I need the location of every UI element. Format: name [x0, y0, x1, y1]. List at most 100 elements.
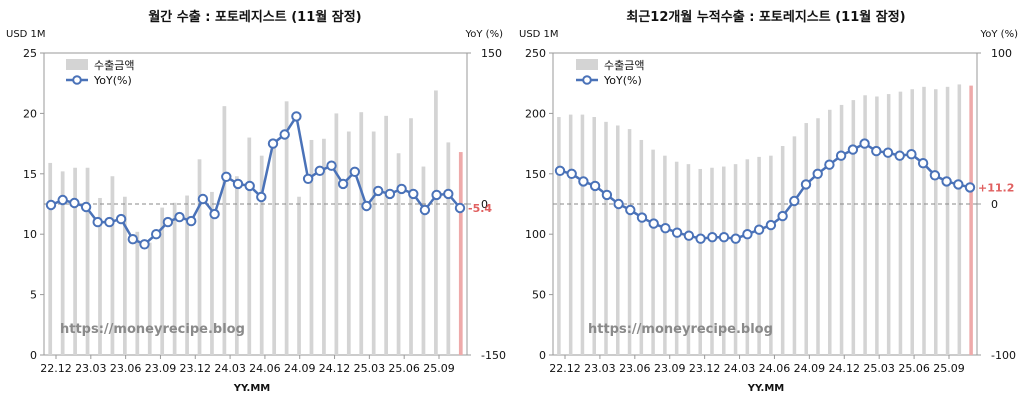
bar: [160, 207, 165, 355]
left-tick-label: 10: [23, 228, 37, 241]
yoy-point: [589, 180, 601, 192]
yoy-point: [648, 218, 659, 229]
x-tick-label: 23.06: [619, 362, 651, 375]
yoy-point: [57, 194, 68, 206]
legend-line-marker: [72, 75, 82, 85]
chart-title: 월간 수출 : 포토레지스트 (11월 잠정): [148, 9, 361, 25]
x-tick-label: 23.03: [584, 362, 616, 375]
legend-bar-swatch: [576, 59, 598, 70]
bar: [222, 106, 227, 356]
bar: [557, 117, 561, 356]
x-tick-label: 25.09: [933, 362, 965, 375]
bar: [359, 112, 364, 355]
bar: [945, 86, 950, 355]
yoy-point: [279, 129, 290, 140]
yoy-point: [267, 138, 279, 149]
yoy-point: [314, 165, 325, 177]
bar: [674, 161, 679, 355]
yoy-point: [396, 183, 407, 195]
yoy-point: [139, 239, 150, 250]
yoy-point: [244, 180, 255, 192]
left-axis-unit: USD 1M: [6, 29, 46, 40]
bar: [135, 231, 140, 355]
yoy-point: [554, 165, 566, 177]
yoy-point: [613, 198, 624, 210]
bar: [733, 164, 738, 355]
yoy-point: [789, 195, 800, 207]
yoy-point: [906, 149, 917, 160]
bar: [922, 86, 926, 355]
bar: [816, 118, 820, 355]
bar: [851, 100, 856, 355]
yoy-point: [718, 232, 730, 243]
right-tick-label: 100: [991, 47, 1012, 60]
bar: [346, 131, 351, 355]
legend-line-label: YoY(%): [603, 74, 642, 87]
bar: [48, 162, 53, 355]
x-tick-label: 23.12: [180, 362, 212, 375]
yoy-point: [127, 234, 139, 245]
yoy-point: [151, 229, 162, 240]
x-tick-label: 25.03: [354, 362, 386, 375]
right-tick-label: 0: [991, 198, 998, 211]
bar-latest: [969, 85, 973, 356]
x-tick-label: 23.06: [110, 362, 142, 375]
x-tick-label: 24.06: [759, 362, 791, 375]
bar: [172, 202, 177, 355]
yoy-point: [431, 189, 442, 201]
yoy-point: [941, 176, 952, 187]
latest-yoy-label: +11.2: [978, 181, 1014, 194]
yoy-point: [812, 168, 823, 180]
yoy-point: [777, 210, 788, 222]
bar: [910, 89, 914, 356]
yoy-point: [384, 188, 396, 200]
yoy-point: [197, 193, 209, 205]
bar: [580, 114, 585, 355]
yoy-point: [566, 168, 577, 180]
x-tick-label: 25.03: [863, 362, 895, 375]
left-tick-label: 5: [30, 289, 37, 302]
yoy-point: [753, 224, 765, 235]
bar: [98, 197, 102, 355]
yoy-point: [964, 182, 976, 193]
x-tick-label: 22.12: [40, 362, 72, 375]
x-tick-label: 25.09: [423, 362, 455, 375]
bar: [85, 167, 90, 355]
legend-line-marker: [582, 75, 592, 85]
bar: [828, 109, 832, 355]
latest-yoy-label: -5.4: [468, 202, 492, 215]
bar: [592, 117, 596, 356]
yoy-point: [578, 176, 589, 187]
bar: [334, 113, 339, 356]
yoy-point: [625, 204, 636, 216]
yoy-point: [221, 171, 232, 183]
x-tick-label: 24.09: [794, 362, 826, 375]
yoy-point: [917, 158, 929, 169]
bar: [259, 155, 264, 355]
right-tick-label: -100: [991, 349, 1016, 362]
yoy-point: [174, 211, 185, 223]
left-axis-unit: USD 1M: [519, 29, 559, 40]
x-tick-label: 23.12: [689, 362, 721, 375]
bar: [722, 166, 726, 355]
bar: [863, 95, 867, 355]
left-tick-label: 250: [525, 47, 546, 60]
yoy-point: [326, 160, 337, 171]
yoy-point: [765, 219, 777, 231]
bar: [616, 125, 620, 355]
yoy-point: [232, 178, 244, 190]
bar: [309, 139, 314, 355]
x-axis-label: YY.MM: [747, 383, 785, 394]
bar: [147, 242, 152, 355]
bar: [396, 153, 401, 355]
right-tick-label: 150: [481, 47, 502, 60]
bar: [898, 91, 903, 355]
yoy-point: [671, 227, 683, 238]
left-tick-label: 0: [539, 349, 546, 362]
bar: [322, 138, 326, 355]
bar: [197, 159, 202, 355]
bar: [934, 89, 938, 356]
x-tick-label: 24.03: [214, 362, 246, 375]
cumulative-export-chart: 최근12개월 누적수출 : 포토레지스트 (11월 잠정) USD 1M YoY…: [519, 9, 1018, 394]
